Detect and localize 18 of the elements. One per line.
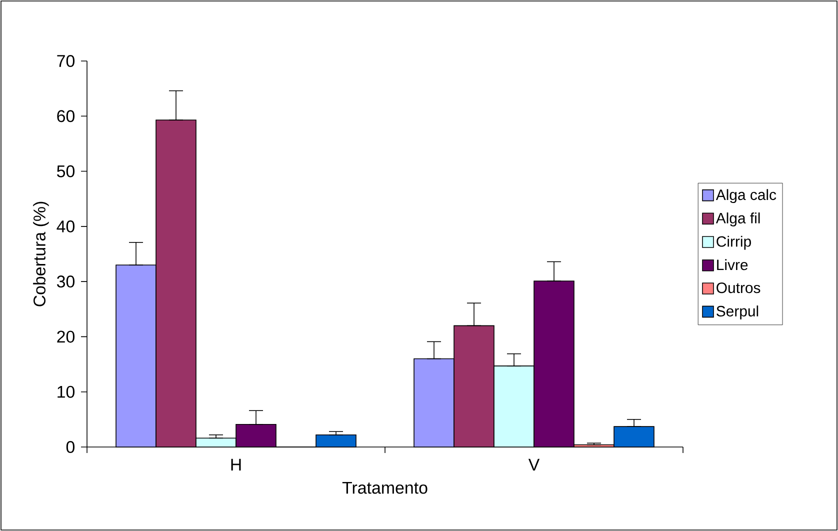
y-tick-label: 70	[57, 54, 75, 67]
legend-label: Alga fil	[716, 212, 760, 226]
y-tick-label: 40	[56, 220, 75, 232]
legend-label: Livre	[717, 259, 748, 270]
legend-label: Alga calc	[716, 189, 776, 204]
x-tick-label: H	[231, 458, 241, 470]
y-axis-title: Cobertura (%)	[33, 202, 49, 306]
x-tick-label: V	[528, 458, 540, 470]
y-tick-label: 50	[56, 165, 75, 178]
y-tick-label: 30	[56, 276, 75, 288]
y-tick-label: 0	[66, 440, 75, 453]
y-tick-label: 60	[57, 110, 75, 122]
legend-label: Cirrip	[716, 236, 751, 250]
x-axis-title: Tratamento	[342, 482, 428, 494]
y-tick-label: 10	[58, 386, 75, 398]
legend-label: Outros	[716, 282, 760, 294]
legend-label: Serpul	[716, 305, 758, 320]
y-tick-label: 20	[57, 330, 75, 343]
